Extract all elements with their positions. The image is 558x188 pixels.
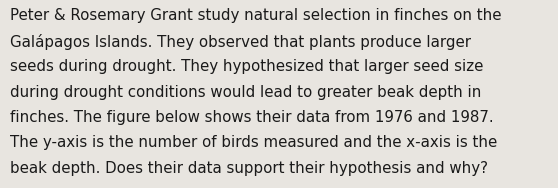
- Text: finches. The figure below shows their data from 1976 and 1987.: finches. The figure below shows their da…: [10, 110, 494, 125]
- Text: Peter & Rosemary Grant study natural selection in finches on the: Peter & Rosemary Grant study natural sel…: [10, 8, 502, 24]
- Text: during drought conditions would lead to greater beak depth in: during drought conditions would lead to …: [10, 85, 482, 100]
- Text: beak depth. Does their data support their hypothesis and why?: beak depth. Does their data support thei…: [10, 161, 488, 176]
- Text: seeds during drought. They hypothesized that larger seed size: seeds during drought. They hypothesized …: [10, 59, 483, 74]
- Text: The y-axis is the number of birds measured and the x-axis is the: The y-axis is the number of birds measur…: [10, 135, 497, 150]
- Text: Galápagos Islands. They observed that plants produce larger: Galápagos Islands. They observed that pl…: [10, 34, 471, 50]
